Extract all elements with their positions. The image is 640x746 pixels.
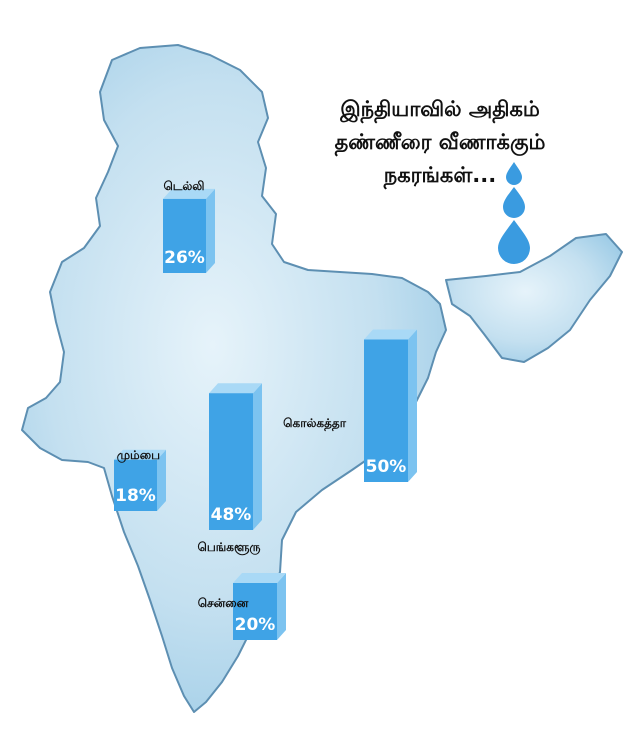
headline: இந்தியாவில் அதிகம் தண்ணீரை வீணாக்கும் நக…	[300, 93, 580, 192]
bar-front	[114, 459, 157, 511]
headline-line: தண்ணீரை வீணாக்கும்	[334, 130, 546, 154]
bar-value-label: 48%	[211, 505, 252, 525]
bar-side	[408, 329, 417, 482]
bar-front	[364, 339, 408, 482]
bar: 20% சென்னை	[198, 573, 286, 640]
bar-value-label: 26%	[164, 248, 205, 268]
bar: 26% டெல்லி	[163, 179, 215, 273]
bar-top	[209, 383, 262, 394]
city-label: பெங்களூரு	[197, 540, 260, 555]
bar-front	[209, 393, 253, 530]
bar-top	[114, 449, 166, 460]
water-drop-icon	[498, 220, 530, 264]
water-drop-icon	[506, 162, 522, 185]
bar-value-label: 50%	[366, 457, 407, 477]
headline-line: நகரங்கள்...	[383, 163, 497, 187]
bar: 50% கொல்கத்தா	[283, 329, 417, 482]
bar-chart-layer: 26% டெல்லி 18% மும்பை 48% பெங்களூரு 50% கொல்கத்…	[114, 179, 417, 640]
bar-top	[233, 573, 286, 583]
bar-front	[163, 198, 206, 273]
bar-top	[364, 329, 417, 340]
bar-side	[277, 573, 286, 640]
city-label: டெல்லி	[163, 179, 204, 193]
bar: 18% மும்பை	[114, 448, 166, 511]
bar-side	[157, 449, 166, 511]
water-drops	[498, 162, 530, 264]
bar: 48% பெங்களூரு	[197, 383, 262, 555]
bar-side	[206, 188, 215, 273]
bar-value-label: 20%	[235, 615, 276, 635]
city-label: மும்பை	[117, 448, 160, 463]
headline-line: இந்தியாவில் அதிகம்	[340, 97, 540, 121]
northeast-map-shape	[445, 233, 623, 363]
water-drop-icon	[503, 187, 525, 218]
bar-top	[163, 188, 215, 199]
bar-value-label: 18%	[115, 486, 156, 506]
bar-side	[253, 383, 262, 530]
city-label: கொல்கத்தா	[283, 416, 347, 431]
city-label: சென்னை	[198, 596, 249, 610]
bar-front	[233, 583, 277, 640]
